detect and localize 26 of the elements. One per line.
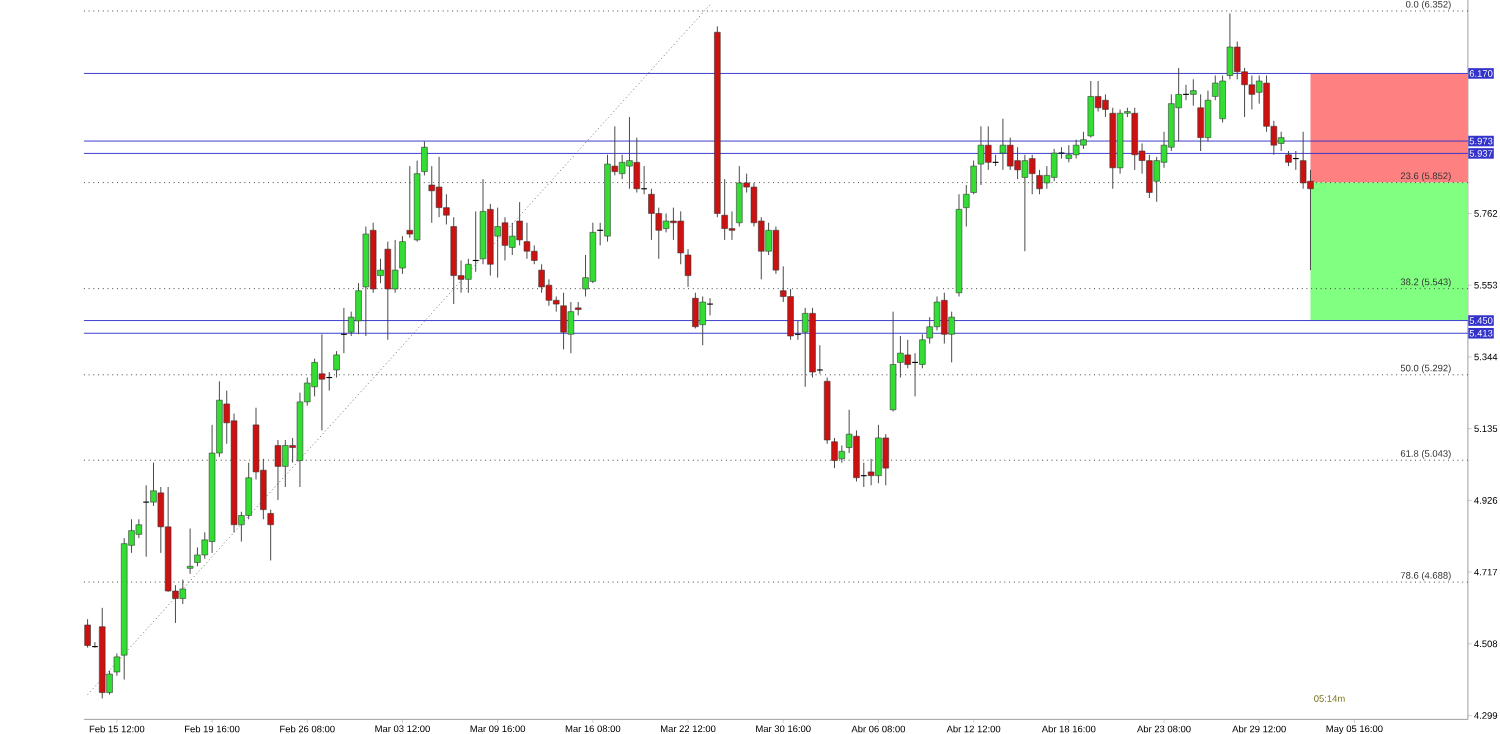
candlestick: [1058, 146, 1065, 159]
candlestick: [494, 206, 501, 278]
candlestick: [706, 297, 714, 316]
candlestick: [1219, 74, 1226, 123]
candlestick: [1131, 107, 1138, 171]
candlestick: [662, 212, 670, 233]
candlestick: [1014, 146, 1021, 180]
candlestick: [84, 618, 91, 648]
candlestick: [699, 295, 706, 346]
candlestick: [282, 439, 289, 488]
candlestick: [1277, 131, 1285, 152]
candlestick: [1050, 148, 1058, 182]
candlestick: [1072, 138, 1080, 159]
candlestick: [985, 125, 992, 171]
candlestick: [816, 344, 824, 374]
candlestick: [999, 118, 1007, 171]
candlestick: [567, 301, 575, 354]
candlestick: [1197, 93, 1204, 152]
candlestick: [560, 292, 567, 350]
candlestick: [626, 116, 633, 190]
candlestick: [875, 424, 882, 484]
candlestick: [391, 239, 399, 293]
candlestick: [977, 125, 985, 186]
candlestick: [186, 527, 194, 575]
candlestick: [142, 484, 150, 557]
candlestick: [1248, 74, 1256, 110]
